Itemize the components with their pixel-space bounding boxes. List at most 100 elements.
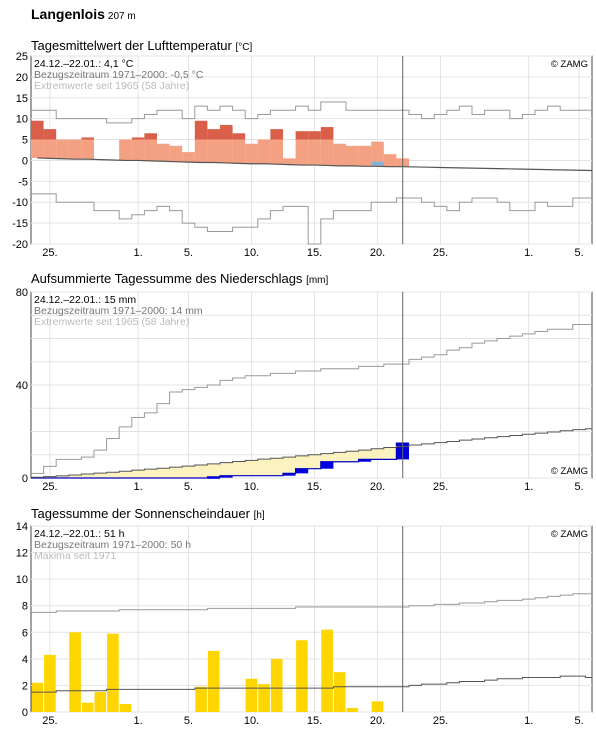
temp-bar bbox=[68, 139, 82, 160]
x-tick-label: 5. bbox=[575, 481, 584, 493]
precip-bar bbox=[207, 476, 220, 479]
sunshine-bar bbox=[31, 682, 44, 712]
temp-bar bbox=[56, 139, 69, 159]
y-tick-label: 80 bbox=[16, 287, 28, 299]
temp-bar-high bbox=[194, 120, 208, 140]
sunshine-bar bbox=[207, 650, 220, 712]
temp-bar bbox=[157, 143, 170, 162]
temperature-title: Tagesmittelwert der Lufttemperatur [°C] bbox=[31, 38, 252, 53]
sunshine-mean-line bbox=[31, 675, 592, 693]
y-tick-label: 25 bbox=[16, 51, 28, 63]
temp-bar bbox=[270, 139, 283, 165]
temperature-title-text: Tagesmittelwert der Lufttemperatur bbox=[31, 38, 232, 53]
temp-bar bbox=[169, 145, 183, 162]
zamg-logo: © ZAMG bbox=[551, 466, 588, 477]
sunshine-bar bbox=[69, 632, 81, 712]
precipitation-unit: [mm] bbox=[306, 275, 329, 286]
y-tick-label: 20 bbox=[16, 72, 28, 84]
precip-bar bbox=[283, 473, 296, 476]
zamg-logo: © ZAMG bbox=[551, 59, 588, 70]
x-tick-label: 1. bbox=[134, 715, 143, 727]
y-tick-label: 15 bbox=[16, 93, 28, 105]
x-tick-label: 25. bbox=[433, 481, 448, 493]
temp-bar-high bbox=[232, 133, 246, 140]
temp-bar-negative bbox=[371, 161, 384, 166]
precip-bar bbox=[220, 475, 233, 478]
temp-bar bbox=[43, 139, 57, 159]
station-altitude: 207 m bbox=[107, 11, 136, 22]
x-tick-label: 1. bbox=[524, 481, 533, 493]
info-line-3: Extremwerte seit 1965 (58 Jahre) bbox=[34, 316, 189, 328]
x-tick-label: 15. bbox=[307, 481, 322, 493]
temp-bar bbox=[320, 139, 334, 166]
precipitation-title-text: Aufsummierte Tagessumme des Niederschlag… bbox=[31, 271, 303, 286]
x-tick-label: 25. bbox=[433, 247, 448, 259]
temp-bar bbox=[182, 152, 195, 163]
temp-bar bbox=[207, 139, 220, 163]
y-tick-label: 10 bbox=[16, 574, 28, 586]
temp-bar-high bbox=[81, 137, 94, 140]
y-tick-label: 6 bbox=[22, 627, 28, 639]
precipitation-title: Aufsummierte Tagessumme des Niederschlag… bbox=[31, 271, 328, 286]
x-tick-label: 1. bbox=[134, 247, 143, 259]
sunshine-bar bbox=[270, 658, 283, 712]
y-tick-label: 0 bbox=[22, 155, 28, 167]
temp-bar bbox=[333, 143, 346, 166]
info-line-2: Bezugszeitraum 1971–2000: -0,5 °C bbox=[34, 69, 204, 81]
y-tick-label: 10 bbox=[16, 114, 28, 126]
temp-bar-high bbox=[207, 129, 220, 140]
station-name: Langenlois bbox=[31, 6, 105, 22]
temp-bar bbox=[358, 145, 372, 167]
x-tick-label: 15. bbox=[307, 715, 322, 727]
x-tick-label: 5. bbox=[575, 715, 584, 727]
info-line-2: Bezugszeitraum 1971–2000: 14 mm bbox=[34, 305, 203, 317]
sunshine-bar bbox=[107, 633, 119, 712]
x-tick-label: 5. bbox=[184, 247, 193, 259]
temp-bar bbox=[232, 139, 246, 164]
y-tick-label: 5 bbox=[22, 135, 28, 147]
x-tick-label: 5. bbox=[575, 247, 584, 259]
x-tick-label: 10. bbox=[244, 247, 259, 259]
sunshine-bar bbox=[321, 629, 333, 712]
temp-bar-high bbox=[270, 129, 283, 140]
info-line-1: 24.12.–22.01.: 51 h bbox=[34, 528, 125, 540]
temp-bar-high bbox=[31, 120, 44, 140]
x-tick-label: 1. bbox=[134, 481, 143, 493]
temp-bar-high bbox=[131, 137, 145, 140]
temp-mean-line bbox=[37, 157, 592, 172]
x-tick-label: 20. bbox=[370, 715, 385, 727]
x-tick-label: 5. bbox=[184, 715, 193, 727]
x-tick-label: 15. bbox=[307, 247, 322, 259]
sunshine-bar bbox=[245, 678, 258, 712]
sunshine-bar bbox=[371, 701, 384, 712]
sunshine-bar bbox=[258, 684, 270, 712]
temp-bar bbox=[257, 139, 271, 164]
x-tick-label: 20. bbox=[370, 481, 385, 493]
sunshine-max-line bbox=[31, 593, 592, 613]
temp-bar bbox=[144, 139, 157, 161]
temp-bar bbox=[31, 139, 44, 158]
x-tick-label: 1. bbox=[524, 247, 533, 259]
y-tick-label: 12 bbox=[16, 548, 28, 560]
temp-bar-high bbox=[295, 131, 309, 140]
precip-mean-line bbox=[31, 428, 592, 478]
panel-2: 14 12 10 8 6 4 2 0 25. 1. 5. 10. 15. 20. 25. 1. 5. 24.12.… bbox=[16, 521, 593, 727]
temp-bar-high bbox=[43, 129, 57, 140]
y-tick-label: 8 bbox=[22, 601, 28, 613]
temp-bar bbox=[283, 158, 296, 165]
temp-bar bbox=[383, 154, 397, 167]
sunshine-bar bbox=[94, 692, 107, 712]
x-tick-label: 20. bbox=[370, 247, 385, 259]
temp-bar bbox=[308, 139, 321, 166]
x-tick-label: 5. bbox=[184, 481, 193, 493]
y-tick-label: -5 bbox=[18, 176, 28, 188]
x-tick-label: 10. bbox=[244, 715, 259, 727]
y-tick-label: 0 bbox=[22, 707, 28, 719]
y-tick-label: -15 bbox=[12, 218, 28, 230]
sunshine-bar bbox=[296, 640, 308, 712]
temp-bar-high bbox=[308, 131, 321, 140]
y-tick-label: 4 bbox=[22, 654, 28, 666]
precip-max-line bbox=[31, 324, 592, 474]
